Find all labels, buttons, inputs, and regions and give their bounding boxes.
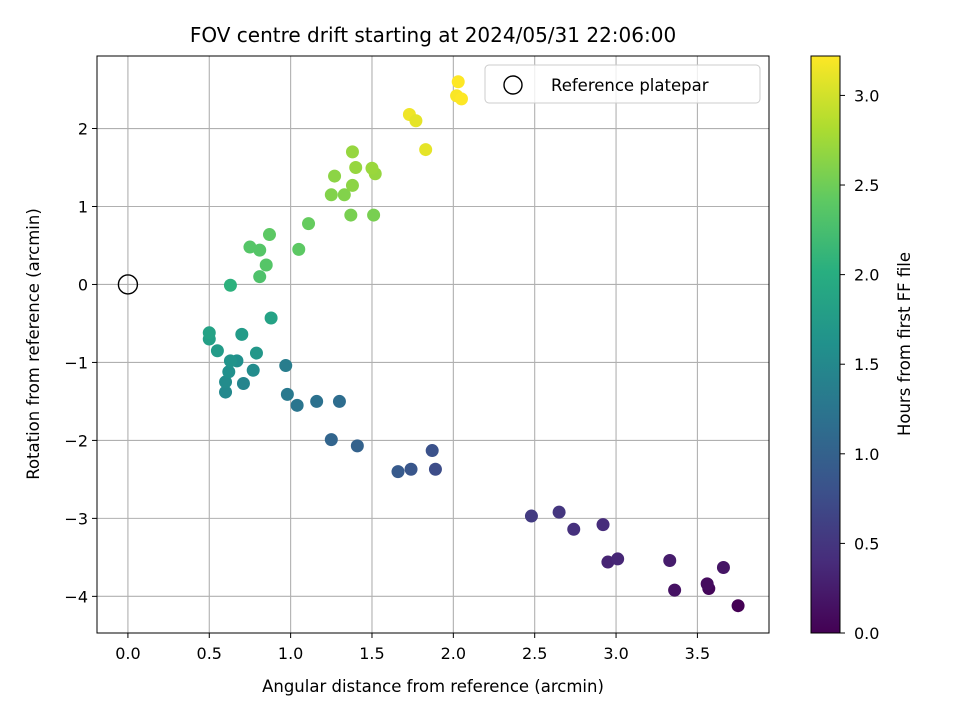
data-point: [324, 433, 338, 447]
data-point: [236, 376, 250, 390]
x-tick-label: 3.0: [603, 644, 628, 663]
data-point: [328, 169, 342, 183]
data-point: [425, 444, 439, 458]
plot-area: 0.0 0.5 1.0 1.5 2.0 2.5 3.0 3.5 −4 −3 −2 −1 0 1 2: [64, 55, 770, 663]
data-point: [202, 326, 216, 340]
legend: Reference platepar: [484, 64, 761, 104]
data-point: [345, 178, 359, 192]
data-point: [223, 278, 237, 292]
data-point: [596, 518, 610, 532]
data-point: [451, 75, 465, 89]
data-point: [262, 228, 276, 242]
data-point: [367, 208, 381, 222]
data-point: [290, 398, 304, 412]
colorbar-tick-label: 1.5: [854, 355, 879, 374]
y-tick-label: 0: [78, 275, 88, 294]
data-point: [210, 344, 224, 358]
x-tick-label: 1.5: [359, 644, 384, 663]
data-point: [324, 188, 338, 202]
plot-frame: [96, 55, 770, 634]
colorbar-tick-label: 1.0: [854, 445, 879, 464]
data-point: [249, 346, 263, 360]
data-point: [219, 375, 233, 389]
x-tick-label: 0.5: [197, 644, 222, 663]
data-point: [246, 363, 260, 377]
data-point: [404, 462, 418, 476]
x-tick-label: 3.5: [685, 644, 710, 663]
y-tick-label: −4: [64, 587, 88, 606]
data-point: [280, 387, 294, 401]
colorbar-tick-label: 2.0: [854, 266, 879, 285]
legend-frame: [484, 64, 761, 104]
data-point: [524, 509, 538, 523]
data-point: [235, 327, 249, 341]
chart-title: FOV centre drift starting at 2024/05/31 …: [190, 23, 676, 47]
data-point: [731, 599, 745, 613]
data-point: [428, 462, 442, 476]
data-point: [663, 553, 677, 567]
data-point: [716, 561, 730, 575]
data-point: [350, 439, 364, 453]
colorbar-tick-label: 0.0: [854, 624, 879, 643]
colorbar-tick-label: 0.5: [854, 534, 879, 553]
legend-marker-reference-platepar: [503, 75, 523, 95]
data-point: [345, 145, 359, 159]
x-tick-label: 2.0: [441, 644, 466, 663]
data-point: [292, 242, 306, 256]
data-point: [365, 161, 379, 175]
data-point: [567, 522, 581, 536]
y-axis-title: Rotation from reference (arcmin): [24, 208, 43, 480]
data-point: [222, 365, 236, 379]
data-point: [391, 465, 405, 479]
data-point: [253, 243, 267, 257]
x-tick-label: 1.0: [278, 644, 303, 663]
legend-label-reference-platepar: Reference platepar: [551, 76, 709, 95]
data-point: [253, 270, 267, 284]
data-point: [259, 258, 273, 272]
data-point: [409, 114, 423, 128]
data-point: [332, 394, 346, 408]
colorbar-tick-label: 2.5: [854, 176, 879, 195]
data-point: [264, 311, 278, 325]
data-point: [310, 394, 324, 408]
data-point: [601, 555, 615, 569]
data-point: [279, 359, 293, 373]
reference-platepar-marker: [117, 274, 139, 295]
data-point: [223, 354, 237, 368]
data-point: [337, 188, 351, 202]
data-point: [302, 217, 316, 231]
y-tick-label: 2: [78, 120, 88, 139]
colorbar-tick-label: 3.0: [854, 86, 879, 105]
colorbar-gradient: [810, 55, 841, 634]
y-tick-label: 1: [78, 197, 88, 216]
x-axis-title: Angular distance from reference (arcmin): [262, 677, 604, 696]
y-tick-label: −2: [64, 431, 88, 450]
colorbar: 0.0 0.5 1.0 1.5 2.0 2.5 3.0: [810, 55, 879, 643]
data-point: [668, 583, 682, 597]
y-tick-label: −1: [64, 353, 88, 372]
data-point: [700, 577, 714, 591]
y-tick-label: −3: [64, 509, 88, 528]
colorbar-title: Hours from first FF file: [895, 252, 914, 436]
data-point: [419, 143, 433, 157]
x-tick-label: 2.5: [522, 644, 547, 663]
x-tick-label: 0.0: [115, 644, 140, 663]
data-point: [611, 552, 625, 566]
data-point: [454, 92, 468, 106]
data-point: [552, 505, 566, 519]
data-point: [349, 161, 363, 175]
data-point: [243, 240, 257, 254]
data-point: [344, 208, 358, 222]
data-point: [219, 385, 233, 399]
